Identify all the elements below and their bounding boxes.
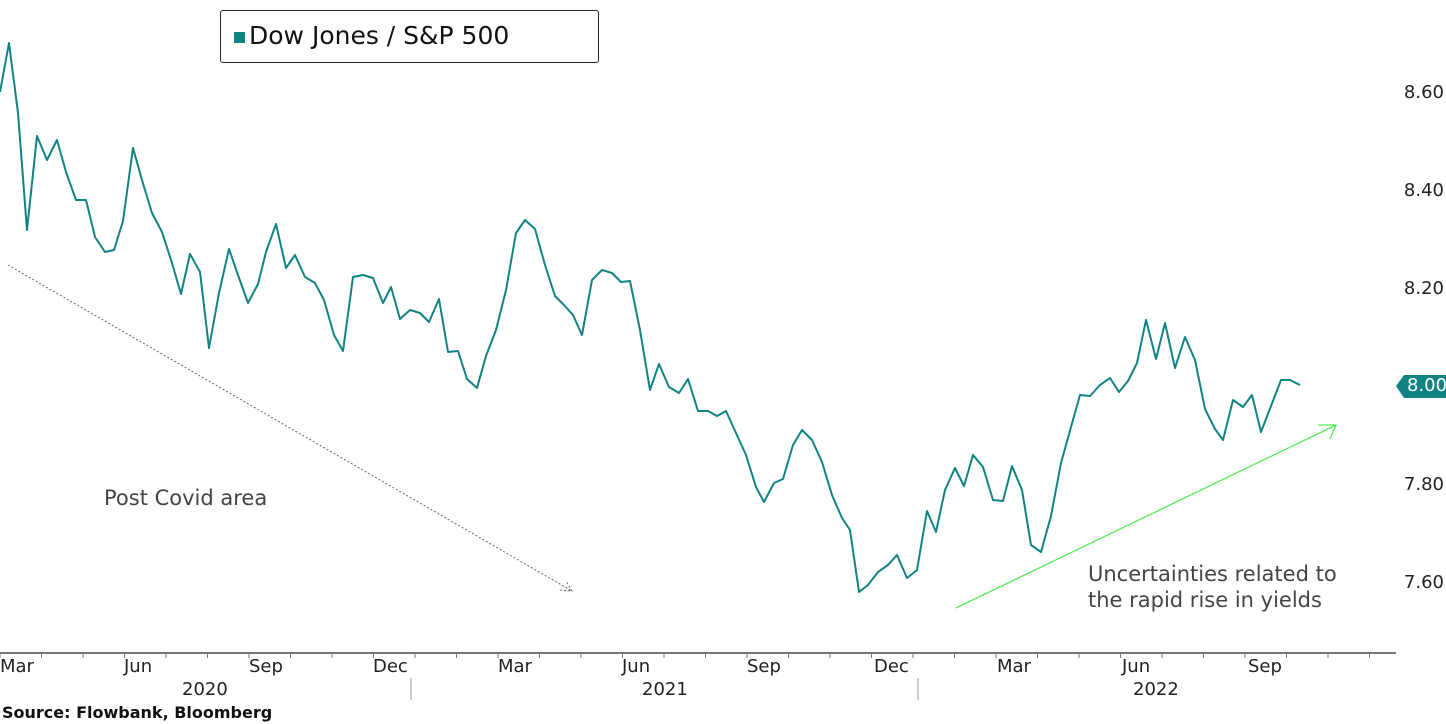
last-value-badge-shape <box>1396 375 1446 398</box>
x-tick-label: Jun <box>622 656 651 677</box>
legend-swatch-icon <box>234 32 245 43</box>
x-tick-label: Dec <box>373 656 408 677</box>
yields-trend-arrow <box>955 424 1337 609</box>
x-tick-label: Jun <box>124 656 153 677</box>
legend-label: Dow Jones / S&P 500 <box>249 21 510 50</box>
source-note: Source: Flowbank, Bloomberg <box>2 703 273 722</box>
x-axis-ticks <box>0 653 1370 658</box>
y-tick-label: 8.20 <box>1403 278 1444 299</box>
y-tick-label: 7.80 <box>1403 474 1444 495</box>
y-tick-label: 7.60 <box>1403 572 1444 593</box>
year-label: 2021 <box>642 679 688 700</box>
year-label: 2022 <box>1133 679 1179 700</box>
x-tick-label: Sep <box>747 656 781 677</box>
yields-annotation: Uncertainties related to the rapid rise … <box>1088 561 1337 613</box>
year-label: 2020 <box>182 679 228 700</box>
post-covid-annotation: Post Covid area <box>104 486 268 510</box>
x-tick-label: Sep <box>249 656 283 677</box>
last-value-badge: 8.00 <box>1407 375 1446 396</box>
yields-annotation-line2: the rapid rise in yields <box>1088 588 1322 612</box>
x-tick-label: Mar <box>0 656 34 677</box>
x-tick-label: Jun <box>1122 656 1151 677</box>
x-tick-label: Mar <box>997 656 1031 677</box>
x-tick-label: Mar <box>498 656 532 677</box>
y-tick-label: 8.40 <box>1403 180 1444 201</box>
yields-annotation-line1: Uncertainties related to <box>1088 562 1337 586</box>
x-tick-label: Sep <box>1248 656 1282 677</box>
legend: Dow Jones / S&P 500 <box>220 10 599 63</box>
post-covid-trend-arrow <box>7 264 573 592</box>
dow-sp500-ratio-line <box>0 42 1301 593</box>
x-tick-label: Dec <box>874 656 909 677</box>
y-tick-label: 8.60 <box>1403 82 1444 103</box>
